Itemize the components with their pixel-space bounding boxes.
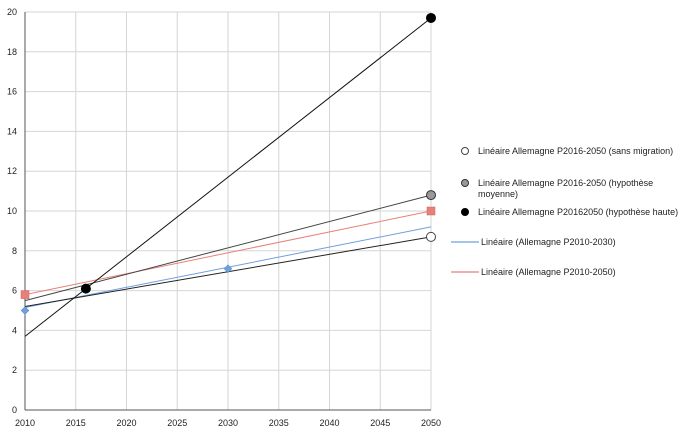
y-tick-label: 6: [12, 286, 17, 296]
trendline: [24, 210, 432, 296]
y-tick-label: 8: [12, 246, 17, 256]
data-point: [223, 264, 233, 274]
data-points: [20, 12, 436, 315]
legend-label: Linéaire Allemagne P2016-2050 (sans migr…: [478, 146, 673, 156]
tick-labels: 0 2 4 6 8 10 12 14 16 18 20 2010 2015 2020 2025 2030 203…: [7, 7, 441, 428]
y-tick-label: 0: [12, 405, 17, 415]
y-tick-label: 20: [7, 7, 17, 17]
x-tick-label: 2015: [66, 418, 86, 428]
legend-item: Linéaire Allemagne P20162050 (hypothèse …: [461, 207, 678, 217]
trendline: [24, 17, 432, 337]
y-tick-label: 16: [7, 87, 17, 97]
data-point: [426, 190, 436, 201]
legend: Linéaire Allemagne P2016-2050 (sans migr…: [451, 146, 678, 277]
data-point: [80, 283, 91, 294]
legend-item: Linéaire (Allemagne P2010-2030): [451, 237, 616, 247]
x-tick-label: 2035: [269, 418, 289, 428]
y-tick-label: 12: [7, 166, 17, 176]
y-tick-label: 2: [12, 365, 17, 375]
data-point: [20, 290, 30, 299]
y-tick-label: 14: [7, 126, 17, 136]
legend-item: Linéaire Allemagne P2016-2050 (hypothèse…: [461, 178, 653, 199]
legend-label: Linéaire Allemagne P20162050 (hypothèse …: [478, 207, 678, 217]
legend-label: Linéaire Allemagne P2016-2050 (hypothèse: [478, 178, 653, 188]
data-point: [426, 206, 436, 216]
x-tick-label: 2040: [319, 418, 339, 428]
x-tick-label: 2020: [116, 418, 136, 428]
y-tick-label: 18: [7, 47, 17, 57]
data-point: [461, 208, 469, 216]
data-point: [461, 147, 469, 155]
y-tick-label: 10: [7, 206, 17, 216]
legend-label: Linéaire (Allemagne P2010-2050): [481, 267, 616, 277]
x-tick-label: 2025: [167, 418, 187, 428]
x-tick-label: 2010: [15, 418, 35, 428]
data-point: [20, 306, 30, 315]
legend-item: Linéaire Allemagne P2016-2050 (sans migr…: [461, 146, 673, 156]
data-point: [461, 179, 469, 187]
x-tick-label: 2030: [218, 418, 238, 428]
data-point: [426, 12, 436, 23]
x-tick-label: 2045: [370, 418, 390, 428]
legend-label: Linéaire (Allemagne P2010-2030): [481, 237, 616, 247]
grid: [24, 11, 432, 411]
legend-item: Linéaire (Allemagne P2010-2050): [451, 267, 616, 277]
y-tick-label: 4: [12, 325, 17, 335]
legend-label: moyenne): [478, 189, 518, 199]
data-point: [426, 231, 436, 242]
x-tick-label: 2050: [421, 418, 441, 428]
